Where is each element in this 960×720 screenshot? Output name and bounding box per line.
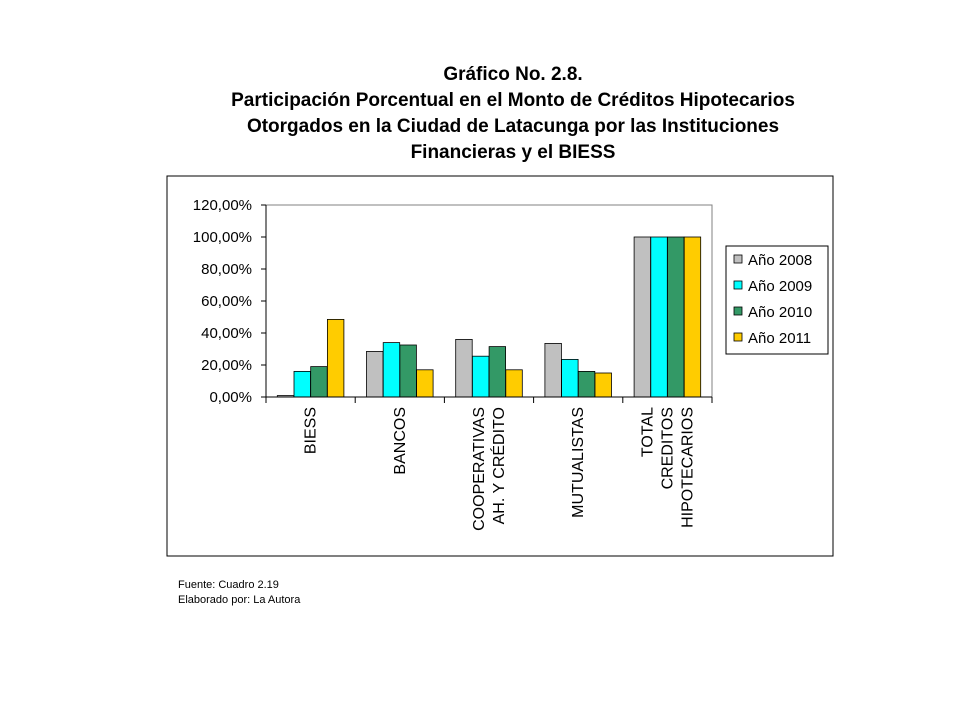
y-tick-label: 20,00% [201, 357, 252, 374]
bar [544, 342, 562, 398]
bar [416, 369, 434, 398]
bar [683, 236, 702, 398]
x-tick-label: HIPOTECARIOS [679, 407, 696, 528]
y-tick-label: 40,00% [201, 325, 252, 342]
x-tick-label: TOTAL [639, 407, 656, 457]
x-tick-label: COOPERATIVAS [471, 407, 488, 531]
bar [633, 236, 651, 398]
bar [650, 236, 668, 398]
bar [667, 236, 685, 398]
legend-swatch [733, 306, 743, 316]
legend-label: Año 2010 [748, 304, 812, 321]
bar [310, 366, 328, 398]
x-tick-label: BIESS [303, 407, 320, 454]
x-axis: BIESS BANCOS COOPERATIVAS AH. Y CRÉDITO MUTU… [265, 396, 713, 531]
bar [505, 369, 523, 398]
bar [455, 338, 473, 398]
x-tick-label: MUTUALISTAS [570, 407, 587, 518]
bar [488, 346, 507, 398]
bar [577, 370, 596, 398]
title-line-2: Participación Porcentual en el Monto de … [231, 90, 795, 111]
source-notes: Fuente: Cuadro 2.19 Elaborado por: La Au… [178, 578, 300, 608]
bar [471, 355, 490, 398]
source-text: Fuente: Cuadro 2.19 [178, 579, 279, 591]
bars [276, 236, 702, 398]
legend-label: Año 2009 [748, 278, 812, 295]
title-line-4: Financieras y el BIESS [410, 142, 616, 163]
legend-swatch [733, 332, 743, 342]
title-line-1: Gráfico No. 2.8. [443, 64, 583, 85]
bar [382, 342, 401, 398]
legend-swatch [733, 280, 743, 290]
x-tick-label: BANCOS [392, 407, 409, 475]
bar [561, 358, 579, 398]
bar [594, 372, 612, 398]
x-tick-label: CREDITOS [659, 407, 676, 489]
title-line-3: Otorgados en la Ciudad de Latacunga por … [246, 116, 780, 137]
legend-box [725, 245, 829, 355]
bar [293, 370, 311, 398]
y-axis: 0,00% 20,00% 40,00% 60,00% 80,00% 100,00% 120,… [193, 197, 267, 406]
bar [366, 350, 384, 398]
y-tick-label: 100,00% [193, 229, 252, 246]
chart-title: Gráfico No. 2.8. Participación Porcentua… [0, 62, 960, 166]
y-tick-label: 0,00% [209, 389, 252, 406]
author-text: Elaborado por: La Autora [178, 594, 301, 606]
bar [326, 318, 345, 398]
y-tick-label: 60,00% [201, 293, 252, 310]
legend-label: Año 2011 [748, 330, 811, 347]
y-tick-label: 80,00% [201, 261, 252, 278]
legend-label: Año 2008 [748, 252, 812, 269]
legend: Año 2008 Año 2009 Año 2010 Año 2011 [725, 245, 829, 355]
x-tick-label: AH. Y CRÉDITO [489, 407, 508, 524]
bar [399, 344, 417, 398]
y-tick-label: 120,00% [193, 197, 252, 214]
legend-swatch [733, 254, 743, 264]
